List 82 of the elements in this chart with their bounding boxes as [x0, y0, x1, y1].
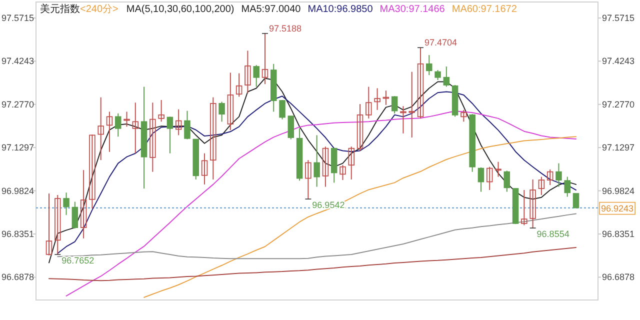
- y-tick-label: 96.8351: [1, 228, 34, 239]
- candlestick: [288, 116, 294, 140]
- candlestick: [227, 72, 234, 131]
- candlestick: [236, 72, 242, 98]
- annotation: MA(5,10,30,60,100,200): [126, 4, 234, 15]
- y2-tick-label: 97.4243: [602, 56, 635, 66]
- candlestick: [391, 96, 398, 114]
- candlestick: [106, 111, 113, 152]
- candlestick: [478, 166, 484, 192]
- y-tick-label: 97.4243: [1, 56, 34, 66]
- candlestick: [114, 112, 122, 138]
- candlestick: [426, 54, 432, 76]
- candlestick: [443, 66, 450, 88]
- candlestick: [348, 146, 355, 180]
- candlestick: [175, 108, 182, 136]
- y2-tick-label: 96.9824: [602, 186, 635, 196]
- candlestick: [521, 190, 528, 226]
- candlestick: [98, 96, 104, 161]
- annotation: 96.8554: [536, 229, 570, 240]
- text: MA5:97.0040: [241, 4, 302, 15]
- candlestick: [417, 47, 424, 119]
- y2-tick-label: 97.1297: [602, 142, 635, 153]
- candlestick: [366, 86, 372, 119]
- candlestick: [124, 111, 130, 128]
- annotation: 97.5188: [268, 23, 302, 34]
- candlestick: [210, 96, 216, 180]
- candlestick: [132, 102, 139, 154]
- candlestick: [279, 99, 286, 120]
- annotation: 96.7652: [62, 255, 94, 266]
- chart-title: 美元指数: [40, 3, 80, 15]
- candlestick: [89, 134, 96, 209]
- candlestick: [400, 106, 406, 134]
- candlestick: [158, 99, 164, 122]
- candlestick: [72, 201, 78, 229]
- candlestick: [504, 170, 510, 192]
- candlestick: [244, 50, 251, 94]
- candlestick: [262, 32, 268, 85]
- candlestick: [46, 193, 52, 256]
- candlestick: [382, 90, 390, 106]
- candlestick: [434, 70, 441, 81]
- candlestick: [572, 193, 580, 208]
- candlestick: [305, 160, 312, 200]
- y2-tick-label: 96.8351: [602, 228, 635, 239]
- y2-tick-label: 97.5715: [602, 12, 635, 23]
- chart-subtitle: <240分>: [80, 3, 119, 15]
- y-tick-label: 97.1297: [1, 142, 34, 153]
- candlestick: [166, 116, 174, 154]
- candlestick: [556, 162, 562, 188]
- candlestick: [322, 146, 329, 188]
- y2-tick-label: 97.2770: [602, 99, 635, 110]
- candlestick: [80, 170, 87, 239]
- y-tick-label: 97.2770: [1, 99, 34, 110]
- candlestick: [63, 192, 70, 216]
- candlestick: [54, 194, 61, 255]
- candlestick: [150, 102, 156, 172]
- candlestick: [530, 178, 536, 229]
- candlestick: [356, 104, 364, 152]
- line-series: [144, 136, 576, 298]
- y2-tick-label: 96.6878: [602, 272, 635, 282]
- text: MA60:97.1672: [452, 4, 518, 15]
- candlestick: [538, 176, 545, 196]
- y-tick-label: 96.6878: [1, 272, 34, 282]
- y-tick-label: 97.5715: [1, 12, 34, 23]
- candlestick: [340, 164, 346, 181]
- candlestick: [486, 166, 493, 191]
- y-tick-label: 96.9824: [1, 186, 34, 196]
- candlestick: [314, 134, 320, 188]
- candlestick: [184, 110, 190, 140]
- text: MA10:96.9850: [308, 4, 374, 15]
- line-series: [48, 247, 576, 282]
- candlestick: [564, 176, 570, 198]
- candlestick: [408, 71, 415, 138]
- candlestick: [495, 161, 502, 178]
- candlestick: [218, 101, 225, 122]
- candlestick: [460, 109, 467, 122]
- text: MA30:97.1466: [380, 4, 446, 15]
- candlestick: [374, 88, 380, 110]
- candlestick: [546, 168, 554, 186]
- annotation: 97.4704: [424, 38, 458, 48]
- candlestick: [201, 152, 208, 185]
- candlestick: [253, 64, 260, 88]
- ref-line-label: 96.9243: [601, 203, 634, 214]
